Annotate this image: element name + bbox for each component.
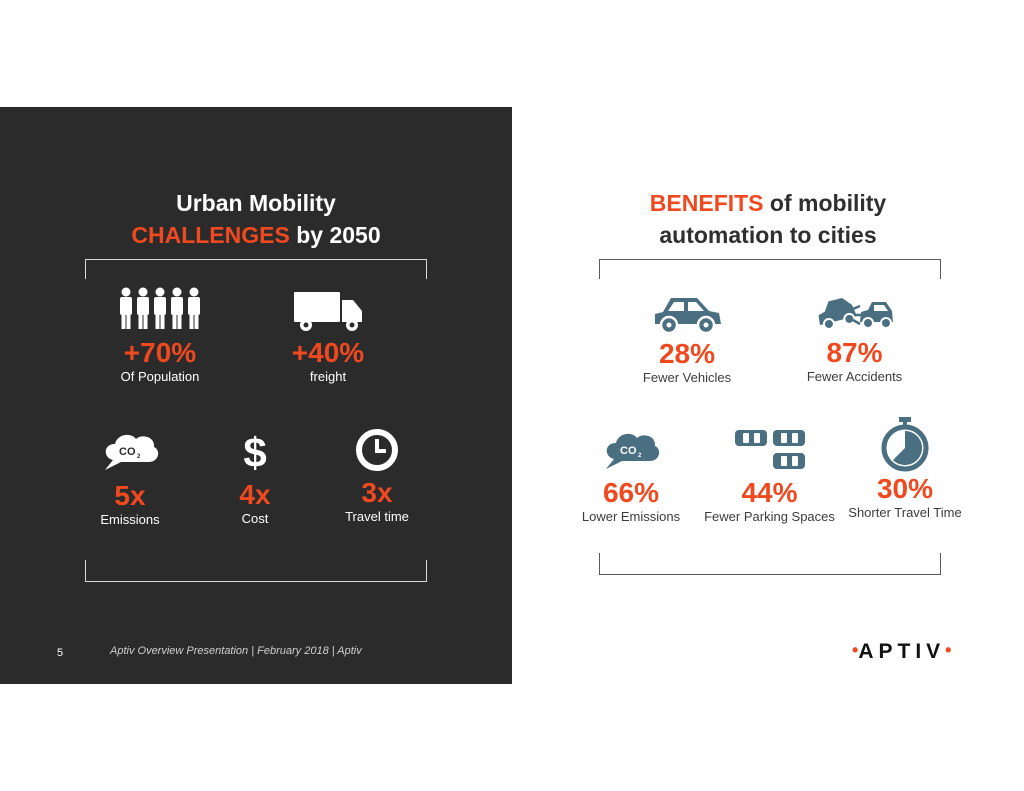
stat-value: +40% — [291, 337, 365, 368]
truck-icon — [294, 292, 362, 331]
people-icon — [120, 287, 200, 329]
stat-label: Cost — [241, 511, 269, 526]
co2-cloud-icon: CO 2 — [105, 434, 159, 470]
stat-label: Travel time — [345, 509, 409, 524]
car-icon — [655, 298, 721, 334]
stat-value: 66% — [602, 477, 660, 508]
stat-value: 4x — [239, 479, 271, 510]
stat-label: Lower Emissions — [581, 509, 681, 524]
stat-fewer-vehicles: 28% Fewer Vehicles — [632, 294, 742, 386]
stat-value: 28% — [658, 338, 716, 369]
stat-shorter-travel-time: 30% Shorter Travel Time — [845, 416, 965, 521]
car-crash-icon — [818, 298, 893, 330]
bottom-bracket — [85, 560, 427, 582]
stat-travel-time: 3x Travel time — [327, 427, 427, 525]
co2-cloud-icon: CO 2 — [606, 433, 660, 469]
dollar-icon: $ — [243, 429, 266, 473]
stat-fewer-accidents: 87% Fewer Accidents — [797, 297, 912, 385]
stat-emissions: CO 2 5x Emissions — [80, 430, 180, 528]
heading-line: automation to cities — [659, 222, 877, 248]
heading-accent: BENEFITS — [649, 190, 764, 216]
top-bracket — [85, 259, 427, 279]
stat-fewer-parking-spaces: 44% Fewer Parking Spaces — [702, 429, 837, 525]
challenges-panel: +70% Of Population +40% freight CO 2 5x … — [0, 107, 512, 684]
stat-label: Fewer Vehicles — [642, 370, 732, 385]
parked-cars-icon — [734, 430, 805, 469]
heading-line: of mobility — [763, 190, 887, 216]
logo-dot: • — [945, 640, 952, 660]
stopwatch-icon — [881, 417, 929, 472]
top-bracket — [599, 259, 941, 279]
stat-label: Fewer Parking Spaces — [704, 509, 835, 524]
stat-value: 5x — [114, 480, 146, 511]
heading-accent: CHALLENGES — [131, 222, 290, 248]
aptiv-logo: •APTIV• — [852, 640, 951, 664]
stat-label: Shorter Travel Time — [848, 505, 962, 520]
stat-value: 30% — [876, 473, 934, 504]
stat-lower-emissions: CO 2 66% Lower Emissions — [577, 429, 685, 525]
heading-line: Urban Mobility — [176, 190, 336, 216]
heading-line: by 2050 — [289, 222, 381, 248]
stat-value: +70% — [123, 337, 197, 368]
svg-text:$: $ — [243, 429, 266, 473]
stat-label: Emissions — [100, 512, 160, 527]
stat-cost: $ 4x Cost — [205, 429, 305, 527]
stat-value: 44% — [741, 477, 798, 508]
bottom-bracket — [599, 553, 941, 575]
footer-text: Aptiv Overview Presentation | February 2… — [110, 645, 362, 657]
page-number: 5 — [57, 647, 64, 659]
stat-value: 87% — [826, 337, 883, 368]
clock-icon — [356, 429, 398, 471]
stat-population: +70% Of Population — [110, 287, 210, 385]
stat-value: 3x — [361, 477, 393, 508]
benefits-heading: BENEFITS of mobility automation to citie… — [552, 187, 984, 251]
svg-text:2: 2 — [638, 453, 642, 459]
svg-text:2: 2 — [137, 454, 141, 460]
challenges-heading: Urban Mobility CHALLENGES by 2050 — [40, 187, 472, 251]
stat-label: Fewer Accidents — [806, 369, 903, 384]
stat-label: freight — [309, 369, 347, 384]
svg-text:CO: CO — [119, 446, 136, 458]
logo-dot: • — [852, 640, 859, 660]
svg-text:CO: CO — [620, 445, 637, 457]
stat-freight: +40% freight — [278, 290, 378, 385]
stat-label: Of Population — [120, 369, 200, 384]
logo-text: APTIV — [858, 640, 946, 663]
